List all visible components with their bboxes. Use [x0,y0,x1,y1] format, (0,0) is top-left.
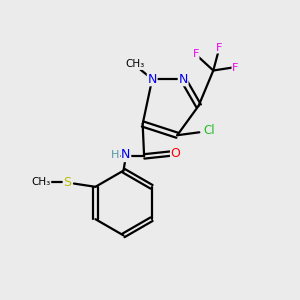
Text: N: N [148,73,157,85]
Text: O: O [171,147,181,160]
Text: H: H [110,150,119,160]
Text: S: S [64,176,71,189]
Text: N: N [178,73,188,85]
Text: F: F [232,63,239,73]
Text: F: F [193,49,199,59]
Text: CH₃: CH₃ [125,59,144,69]
Text: CH₃: CH₃ [32,177,51,188]
Text: F: F [216,43,222,53]
Text: Cl: Cl [204,124,215,137]
Text: N: N [121,148,130,161]
